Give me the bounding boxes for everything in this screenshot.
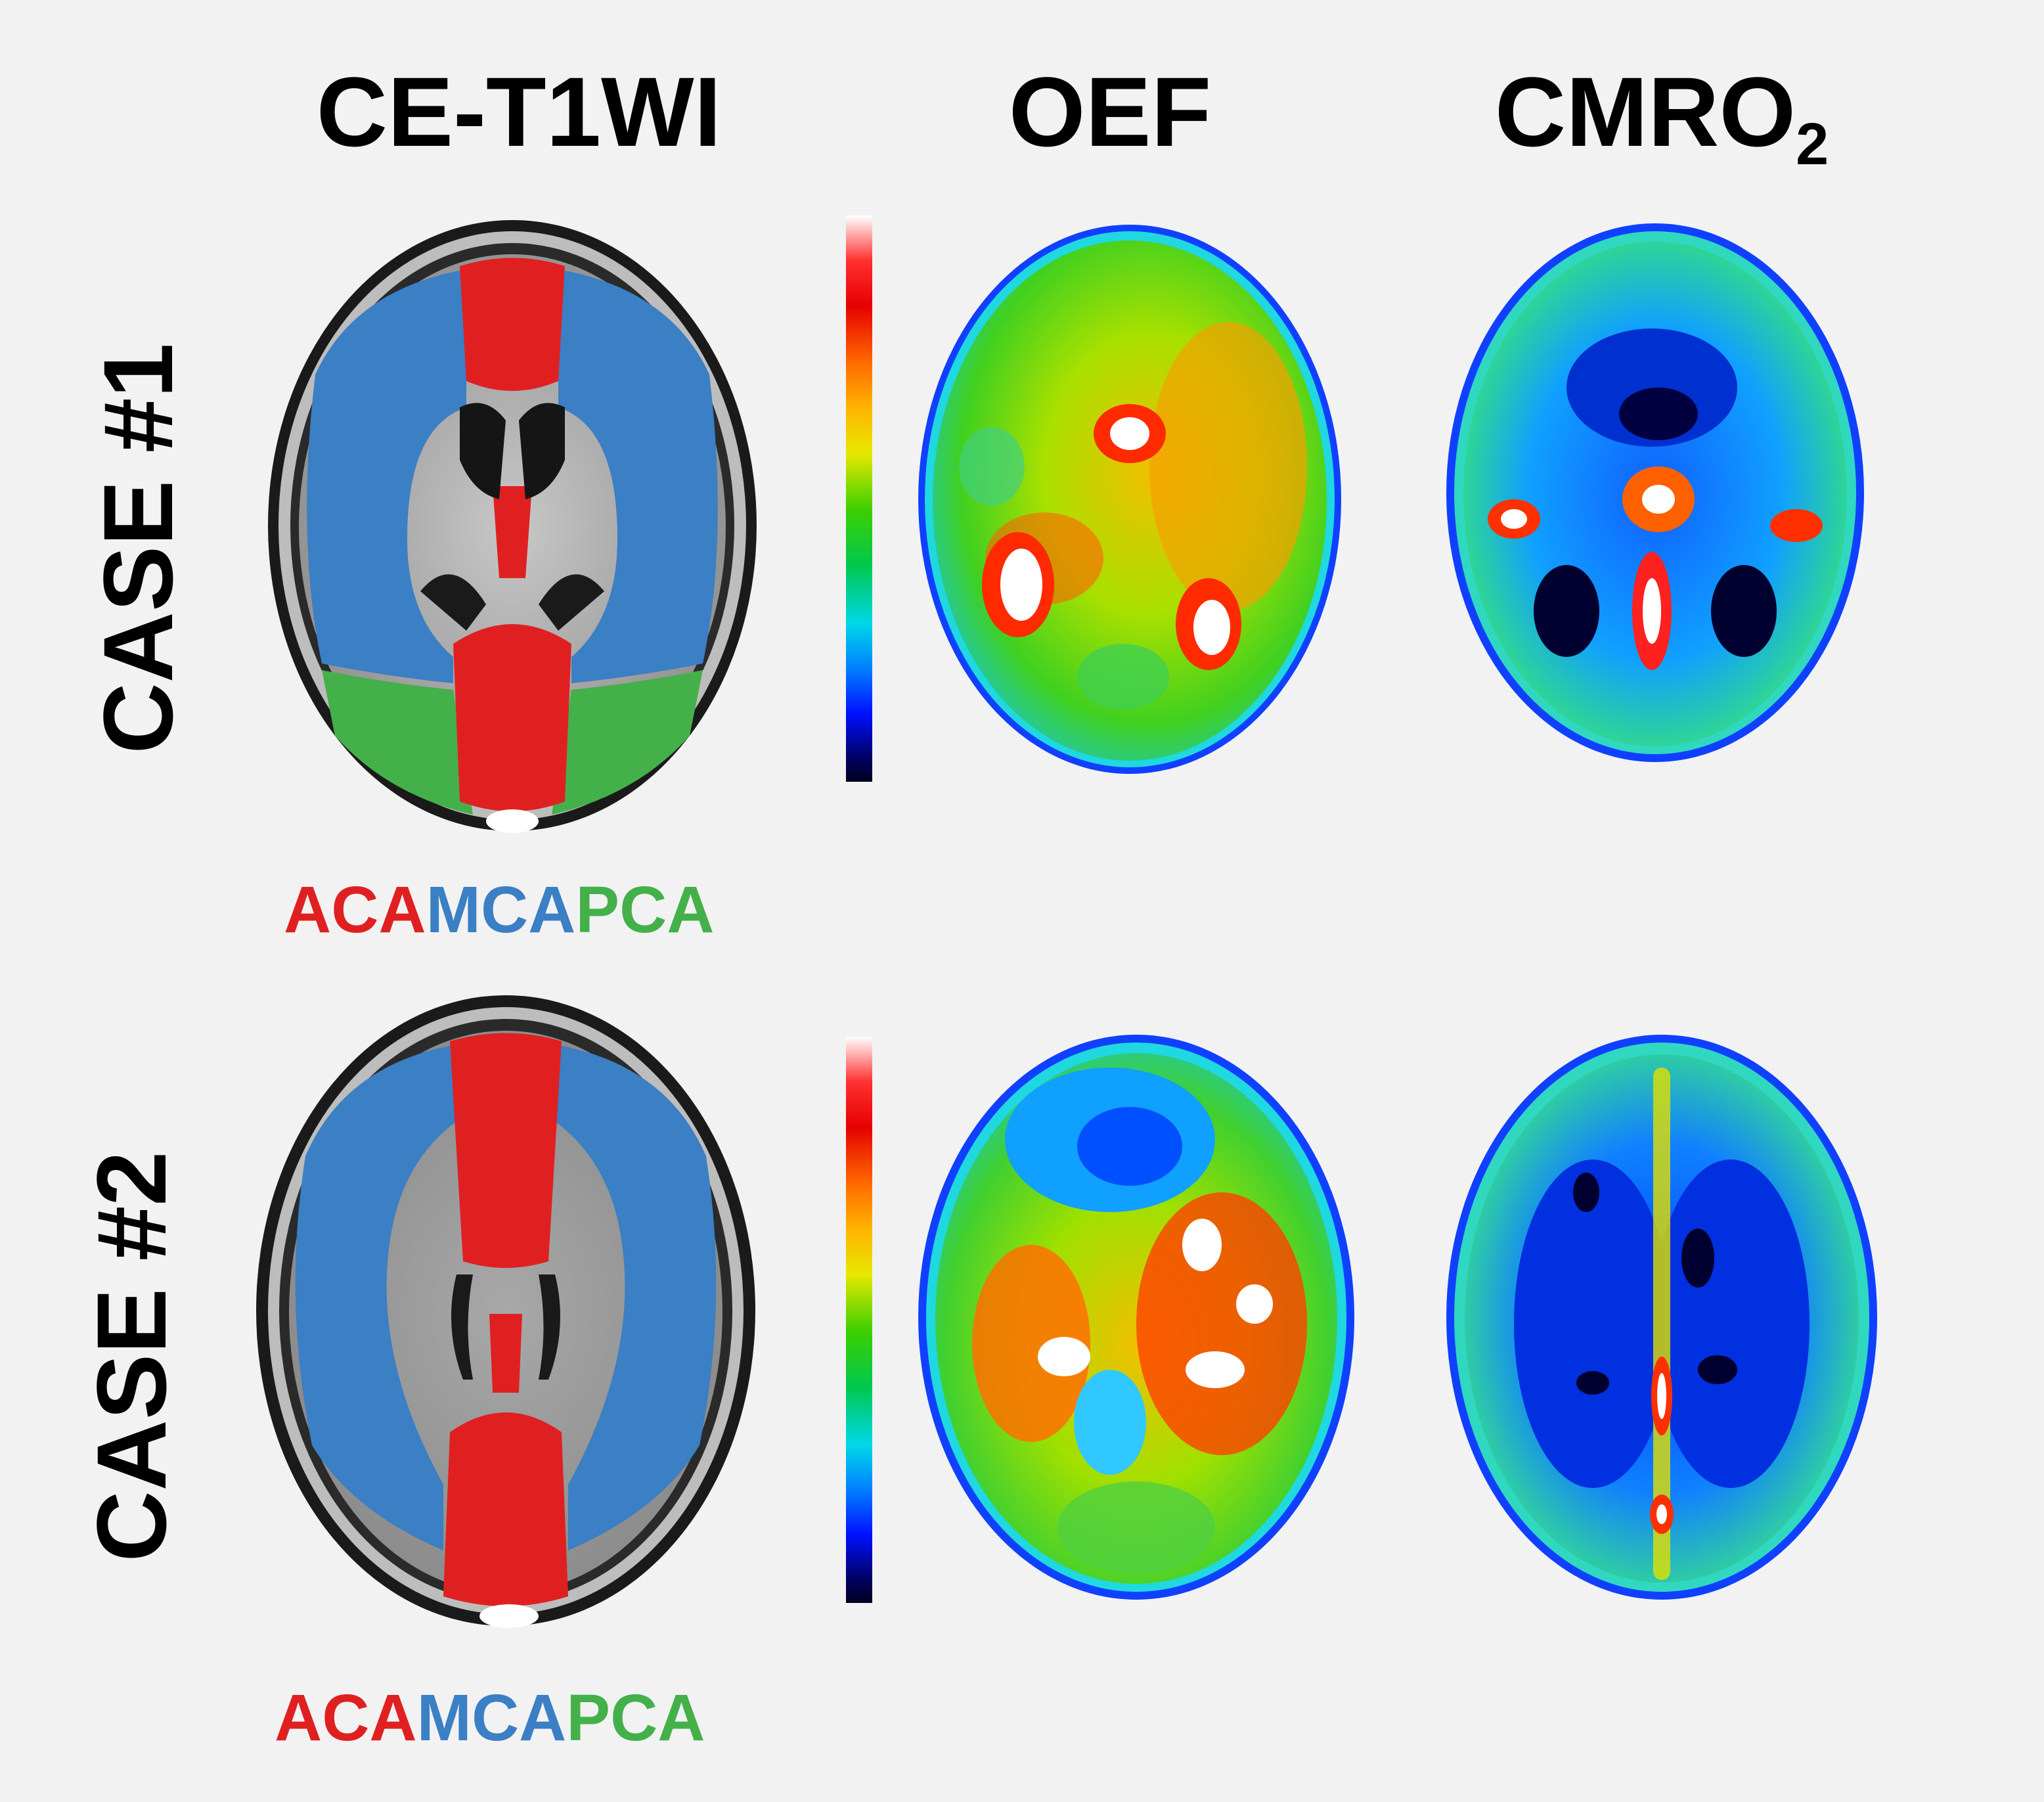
- cmro2-subscript: 2: [1796, 112, 1829, 177]
- legend-case-2: ACAMCAPCA: [275, 1685, 705, 1751]
- legend-mca: MCA: [426, 873, 576, 947]
- oef-map-case-2: [913, 1028, 1360, 1606]
- ce-t1wi-scan-case-2: [246, 985, 765, 1636]
- legend-pca: PCA: [575, 873, 714, 947]
- legend-case-1: ACAMCAPCA: [284, 877, 715, 943]
- legend-aca: ACA: [284, 873, 426, 947]
- colorbar-case-2: [846, 1037, 872, 1603]
- cmro2-map-case-1: [1442, 217, 1869, 769]
- legend-aca: ACA: [275, 1681, 417, 1755]
- column-title-oef: OEF: [880, 62, 1340, 161]
- cmro2-map-case-2: [1442, 1028, 1882, 1606]
- oef-map-case-1: [913, 217, 1346, 782]
- row-label-case-1: CASE #1: [89, 253, 187, 844]
- column-title-cmro2: CMRO2: [1432, 62, 1892, 174]
- row-label-case-2: CASE #2: [82, 1061, 181, 1652]
- legend-mca: MCA: [417, 1681, 567, 1755]
- colorbar-case-1: [846, 215, 872, 782]
- cmro2-main: CMRO: [1495, 56, 1796, 167]
- legend-pca: PCA: [566, 1681, 705, 1755]
- column-title-ce-t1wi: CE-T1WI: [289, 62, 749, 161]
- ce-t1wi-scan-case-1: [256, 210, 768, 841]
